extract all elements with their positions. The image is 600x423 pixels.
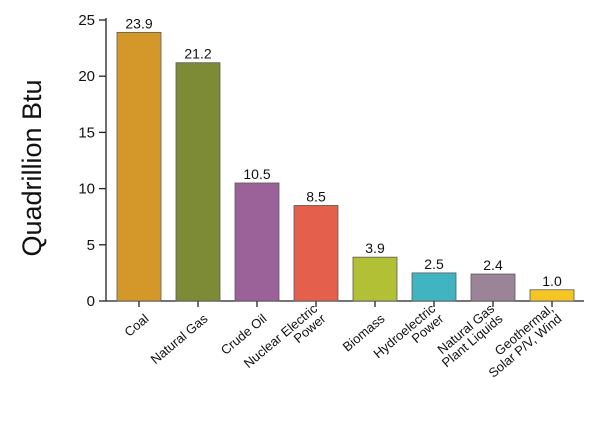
- y-tick-label: 10: [78, 181, 95, 198]
- bar-5: [411, 272, 457, 302]
- category-label-1: Natural Gas: [148, 311, 211, 367]
- y-tick-label: 15: [78, 124, 95, 141]
- bar-1: [175, 62, 221, 302]
- y-tick-label: 0: [87, 293, 95, 310]
- value-label-5: 2.5: [424, 256, 444, 272]
- value-label-4: 3.9: [365, 240, 385, 256]
- value-label-7: 1.0: [542, 273, 562, 289]
- category-label-line: Natural Gas: [148, 311, 211, 367]
- bar-7: [529, 289, 575, 302]
- value-label-3: 8.5: [306, 188, 326, 204]
- value-label-2: 10.5: [243, 166, 270, 182]
- y-axis-title: Quadrillion Btu: [17, 79, 47, 256]
- category-label-5: HydroelectricPower: [370, 300, 447, 371]
- value-labels: 23.9 21.2 10.5 8.5 3.9 2.5 2.4 1.0: [125, 15, 562, 288]
- y-tick-label: 20: [78, 68, 95, 85]
- bar-4: [352, 256, 398, 302]
- bars: [116, 31, 575, 302]
- y-tick-label: 25: [78, 12, 95, 29]
- bar-3: [293, 205, 339, 302]
- category-label-6: Natural GasPlant Liquids: [430, 301, 505, 371]
- y-tick-label: 5: [87, 237, 95, 254]
- value-label-0: 23.9: [125, 15, 152, 31]
- y-axis-title-group: Quadrillion Btu: [17, 79, 47, 256]
- category-label-3: Nuclear ElectricPower: [241, 300, 329, 380]
- bar-0: [116, 31, 162, 302]
- value-label-6: 2.4: [483, 257, 503, 273]
- category-label-0: Coal: [121, 311, 151, 340]
- value-label-1: 21.2: [184, 46, 211, 62]
- bar-6: [470, 273, 516, 302]
- category-label-line: Coal: [121, 311, 151, 340]
- bar-2: [234, 182, 280, 302]
